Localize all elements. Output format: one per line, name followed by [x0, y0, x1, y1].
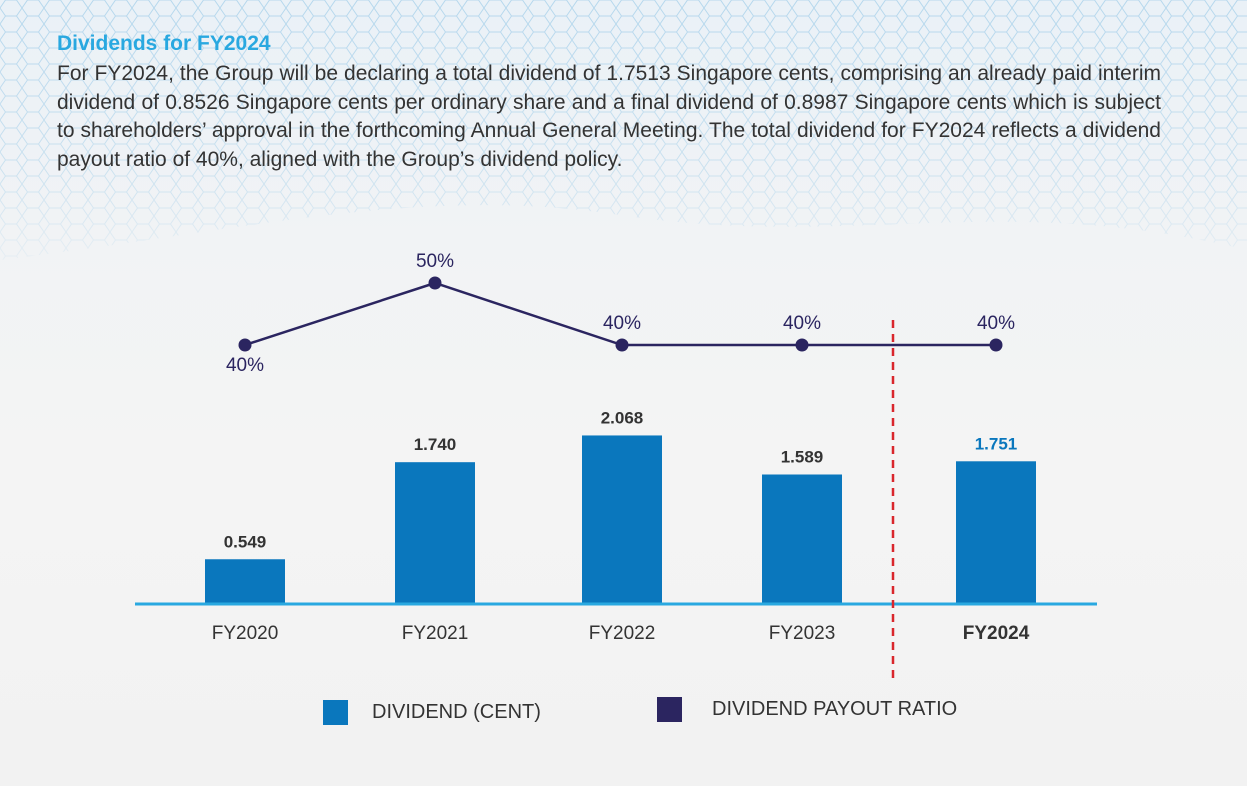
bar-fy2020	[205, 559, 285, 604]
bar-fy2022	[582, 435, 662, 604]
bar-value-label: 1.740	[414, 435, 457, 454]
payout-ratio-point	[989, 338, 1003, 352]
x-tick-label: FY2020	[212, 623, 279, 644]
payout-ratio-label: 40%	[783, 313, 821, 334]
x-tick-label: FY2021	[402, 623, 469, 644]
bar-fy2021	[395, 462, 475, 604]
x-tick-label: FY2022	[589, 623, 656, 644]
bar-fy2023	[762, 474, 842, 604]
payout-ratio-label: 50%	[416, 251, 454, 272]
legend-dividend-swatch	[323, 700, 348, 725]
legend-payout-ratio-label: DIVIDEND PAYOUT RATIO	[712, 698, 958, 720]
payout-ratio-point	[238, 338, 252, 352]
background-net-pattern	[0, 0, 1247, 260]
bar-value-label: 2.068	[601, 408, 644, 427]
payout-ratio-label: 40%	[226, 355, 264, 376]
payout-ratio-point	[615, 338, 629, 352]
payout-ratio-point	[428, 276, 442, 290]
bar-value-label: 1.589	[781, 447, 824, 466]
legend-payout-ratio: DIVIDEND PAYOUT RATIO	[657, 697, 957, 722]
legend-dividend-label: DIVIDEND (CENT)	[372, 701, 541, 723]
payout-ratio-label: 40%	[603, 313, 641, 334]
bar-value-label: 0.549	[224, 532, 267, 551]
bar-fy2024	[956, 461, 1036, 604]
bar-value-label: 1.751	[975, 434, 1018, 453]
legend-dividend: DIVIDEND (CENT)	[323, 700, 541, 725]
section-heading: Dividends for FY2024	[57, 32, 271, 55]
x-tick-label: FY2023	[769, 623, 836, 644]
payout-ratio-label: 40%	[977, 313, 1015, 334]
x-tick-label: FY2024	[963, 623, 1030, 644]
legend-payout-ratio-swatch	[657, 697, 682, 722]
payout-ratio-point	[795, 338, 809, 352]
dividend-description: For FY2024, the Group will be declaring …	[57, 62, 1161, 171]
